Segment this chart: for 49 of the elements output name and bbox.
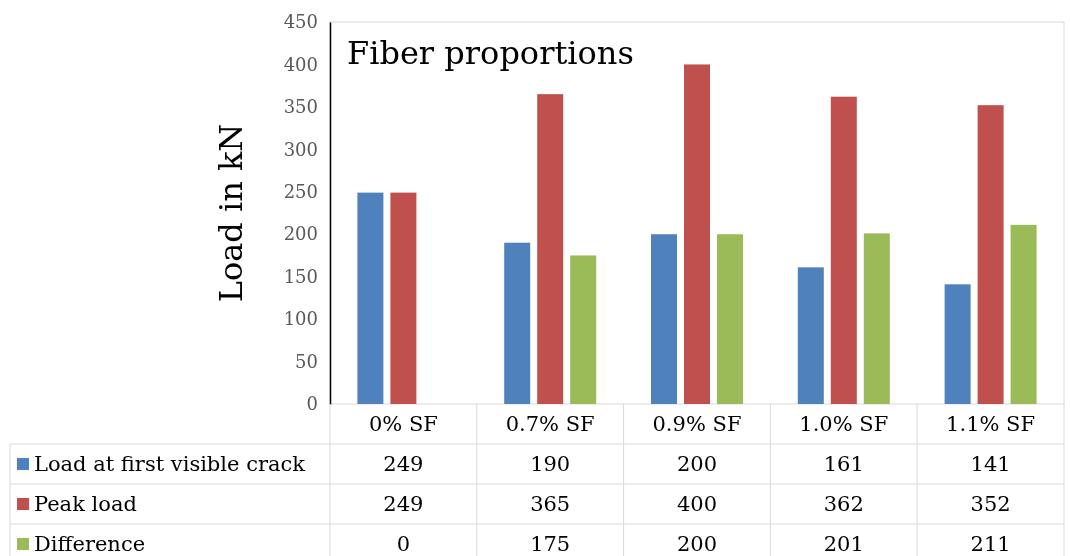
bar <box>797 267 824 404</box>
y-tick-label: 200 <box>283 223 318 245</box>
y-tick-label: 450 <box>283 11 318 33</box>
bar <box>357 192 384 404</box>
data-label: 190 <box>530 452 571 476</box>
data-label: 141 <box>970 452 1011 476</box>
y-tick-label: 150 <box>283 265 318 287</box>
y-tick-label: 400 <box>283 53 318 75</box>
bar <box>684 64 710 404</box>
y-tick-label: 100 <box>283 308 318 330</box>
data-label: 211 <box>970 532 1011 556</box>
data-label: 200 <box>676 452 718 476</box>
y-tick-label: 350 <box>283 96 318 118</box>
bar <box>944 284 971 404</box>
y-tick-label: 300 <box>283 138 318 160</box>
data-label: 400 <box>676 492 718 516</box>
bar <box>830 96 857 404</box>
data-label: 161 <box>823 452 864 476</box>
data-label: 352 <box>970 492 1011 516</box>
y-tick-label: 50 <box>295 350 318 372</box>
bar <box>390 192 417 404</box>
bar <box>977 105 1004 404</box>
data-label: 249 <box>383 492 424 516</box>
bar <box>863 233 890 404</box>
legend-label: Difference <box>34 532 146 556</box>
data-label: 175 <box>530 532 571 556</box>
bar <box>1010 224 1037 404</box>
bar <box>570 255 597 404</box>
x-tick-label: 1.0% SF <box>799 412 889 436</box>
legend-label: Load at first visible crack <box>34 452 306 476</box>
data-label: 362 <box>823 492 864 516</box>
bar <box>651 234 677 404</box>
y-tick-label: 250 <box>283 181 318 203</box>
data-label: 201 <box>823 532 864 556</box>
x-tick-label: 0.9% SF <box>652 412 742 436</box>
x-tick-label: 0.7% SF <box>505 412 595 436</box>
x-tick-label: 0% SF <box>368 412 438 436</box>
data-label: 0 <box>396 532 411 556</box>
x-tick-label: 1.1% SF <box>946 412 1036 436</box>
bar <box>504 242 531 404</box>
y-axis-title: Load in kN <box>212 123 250 303</box>
bar <box>717 234 743 404</box>
bar <box>537 94 564 404</box>
chart-title: Fiber proportions <box>347 34 634 72</box>
y-tick-label: 0 <box>306 393 318 415</box>
data-label: 249 <box>383 452 424 476</box>
legend-label: Peak load <box>34 492 137 516</box>
data-label: 200 <box>676 532 718 556</box>
data-label: 365 <box>530 492 571 516</box>
